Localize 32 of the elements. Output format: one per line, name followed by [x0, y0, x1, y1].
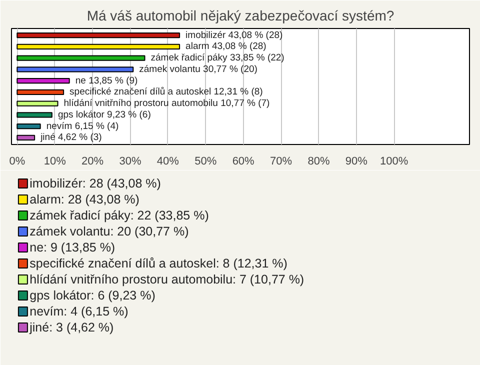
x-tick-label: 50% [194, 156, 217, 168]
chart-title: Má váš automobil nějaký zabezpečovací systém? [86, 8, 394, 24]
legend-label: ne: 9 (13,85 %) [30, 240, 116, 254]
x-tick-label: 0% [9, 156, 26, 168]
legend-label: zámek řadicí páky: 22 (33,85 %) [30, 208, 209, 222]
data-label: imobilizér 43,08 % (28) [186, 30, 283, 41]
legend-label: zámek volantu: 20 (30,77 %) [30, 224, 189, 238]
data-label: specifické značení dílů a autoskel 12,31 % (8) [70, 86, 263, 98]
x-tick-label: 70% [270, 156, 292, 168]
legend-label: nevím: 4 (6,15 %) [30, 304, 128, 318]
x-tick-label: 10% [44, 156, 66, 168]
x-tick-label: 40% [156, 156, 180, 168]
legend-label: gps lokátor: 6 (9,23 %) [30, 288, 156, 302]
data-label: nevím 6,15 % (4) [46, 120, 119, 132]
legend-label: specifické značení dílů a autoskel: 8 (12,31 %) [30, 256, 288, 270]
data-label: alarm 43,08 % (28) [186, 41, 266, 52]
data-label: ne 13,85 % (9) [75, 75, 138, 86]
x-tick-label: 80% [308, 156, 330, 168]
legend-label: hlídání vnitřního prostoru automobilu: 7 (10,77 %) [30, 272, 304, 286]
data-label: gps lokátor 9,23 % (6) [58, 109, 151, 120]
data-label: jiné 4,62 % (3) [40, 132, 102, 144]
x-tick-label: 30% [119, 156, 142, 168]
x-tick-label: 60% [232, 156, 255, 168]
x-tick-label: 100% [380, 156, 408, 168]
data-label: hlídání vnitřního prostoru automobilu 10,77 % (7) [64, 98, 270, 110]
legend-label: imobilizér: 28 (43,08 %) [30, 176, 161, 190]
data-label: zámek volantu 30,77 % (20) [139, 64, 258, 75]
data-label: zámek řadicí páky 33,85 % (22) [150, 52, 284, 64]
x-tick-label: 90% [345, 156, 368, 168]
x-tick-label: 20% [82, 156, 104, 168]
legend-label: alarm: 28 (43,08 %) [30, 192, 140, 206]
legend-label: jiné: 3 (4,62 %) [28, 320, 114, 334]
